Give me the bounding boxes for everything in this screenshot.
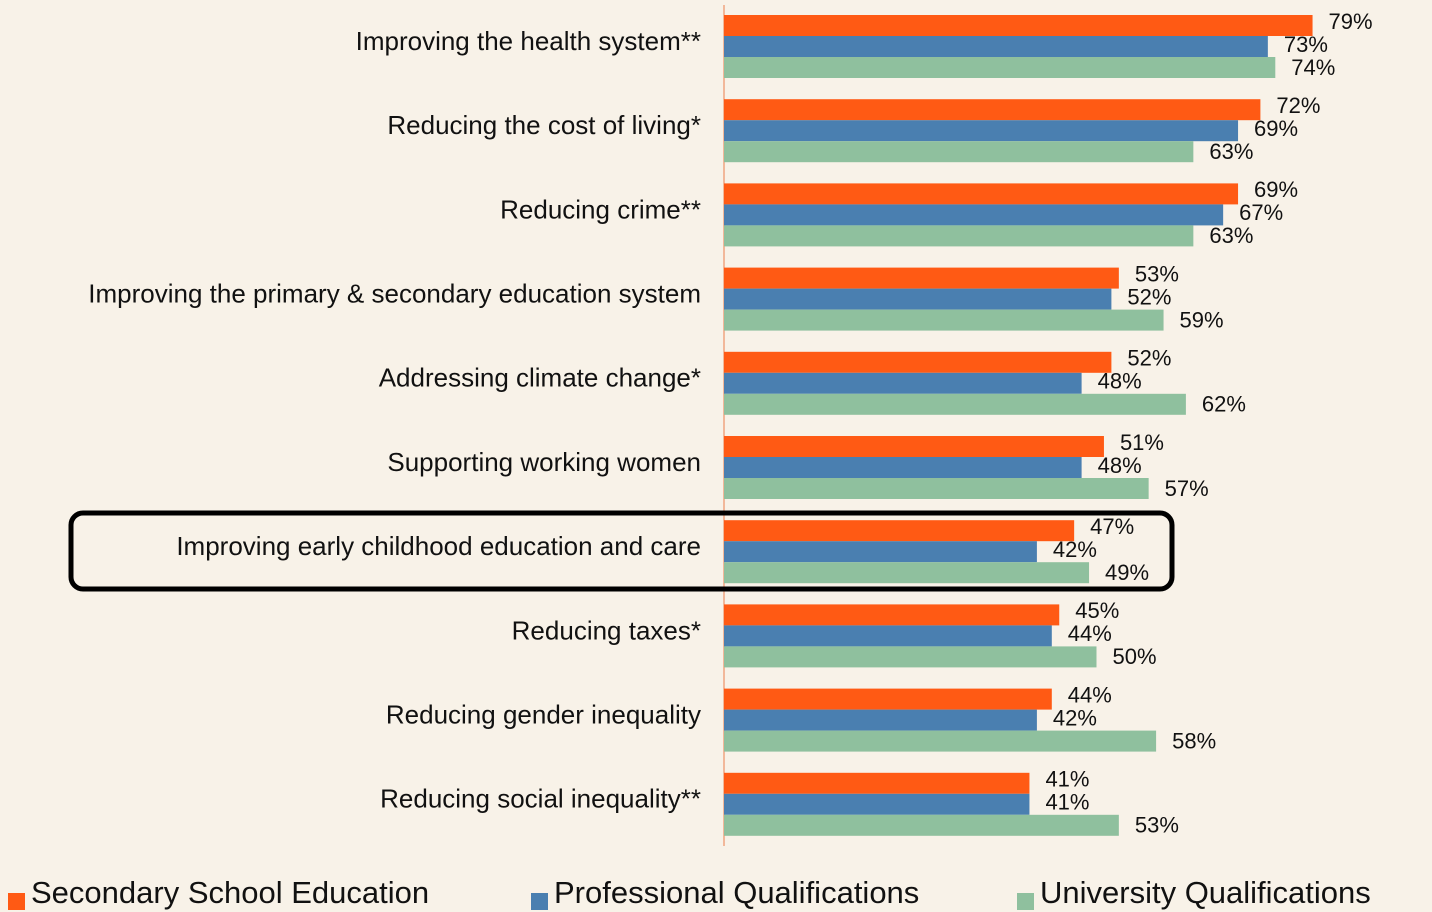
bar [724, 183, 1239, 205]
value-label: 42% [1053, 705, 1097, 730]
value-label: 48% [1098, 369, 1142, 394]
category-label: Reducing gender inequality [386, 699, 701, 729]
value-label: 52% [1127, 346, 1171, 371]
bar [724, 793, 1030, 815]
bar [724, 351, 1112, 373]
legend-label: University Qualifications [1040, 875, 1371, 910]
bar [724, 604, 1060, 626]
value-label: 47% [1090, 514, 1134, 539]
value-label: 67% [1239, 200, 1283, 225]
category-label: Supporting working women [387, 447, 701, 477]
value-label: 72% [1276, 93, 1320, 118]
value-label: 57% [1165, 476, 1209, 501]
highlight-box [68, 510, 1175, 592]
value-label: 58% [1172, 728, 1216, 753]
bar [724, 709, 1037, 731]
bar [724, 99, 1261, 121]
value-label: 50% [1113, 644, 1157, 669]
bar [724, 120, 1239, 142]
legend-swatch [8, 893, 25, 910]
category-label: Improving the primary & secondary educat… [88, 278, 701, 308]
bar [724, 814, 1119, 836]
value-label: 45% [1075, 598, 1119, 623]
bar [724, 225, 1194, 247]
value-label: 59% [1180, 307, 1224, 332]
bar [724, 772, 1030, 794]
bar [724, 730, 1157, 752]
bar [724, 204, 1224, 226]
value-label: 63% [1209, 223, 1253, 248]
legend-label: Secondary School Education [31, 875, 429, 910]
value-label: 51% [1120, 430, 1164, 455]
bar [724, 36, 1268, 57]
legend-swatch [1017, 893, 1034, 910]
value-label: 48% [1098, 453, 1142, 478]
bar [724, 309, 1164, 331]
value-label: 79% [1329, 9, 1373, 34]
value-label: 41% [1045, 790, 1089, 815]
bar [724, 478, 1149, 499]
value-label: 41% [1045, 767, 1089, 792]
bar [724, 393, 1186, 415]
value-label: 44% [1068, 621, 1112, 646]
value-label: 74% [1291, 55, 1335, 80]
legend-swatch [531, 893, 548, 910]
bar [724, 267, 1119, 289]
category-label: Addressing climate change* [379, 363, 701, 393]
category-label: Improving the health system** [356, 26, 701, 56]
bar [724, 562, 1090, 584]
bar [724, 141, 1194, 163]
category-label: Reducing taxes* [512, 615, 701, 645]
category-label: Reducing social inequality** [380, 784, 701, 814]
value-label: 52% [1127, 284, 1171, 309]
value-label: 73% [1284, 32, 1328, 57]
category-label: Reducing the cost of living* [387, 110, 701, 140]
bar [724, 288, 1112, 310]
value-label: 69% [1254, 177, 1298, 202]
bar [724, 520, 1075, 542]
bar [724, 625, 1052, 647]
bar [724, 372, 1082, 394]
value-label: 62% [1202, 392, 1246, 417]
value-label: 49% [1105, 560, 1149, 585]
bar [724, 457, 1082, 478]
value-label: 53% [1135, 261, 1179, 286]
bar [724, 688, 1052, 710]
bar [724, 57, 1276, 78]
bar [724, 646, 1097, 668]
bar [724, 436, 1104, 457]
value-label: 42% [1053, 537, 1097, 562]
bar [724, 541, 1037, 563]
value-label: 53% [1135, 813, 1179, 838]
value-label: 69% [1254, 116, 1298, 141]
value-label: 44% [1068, 682, 1112, 707]
value-label: 63% [1209, 139, 1253, 164]
category-label: Reducing crime** [500, 194, 701, 224]
legend-label: Professional Qualifications [554, 875, 919, 910]
bar [724, 15, 1313, 36]
category-label: Improving early childhood education and … [176, 531, 701, 561]
